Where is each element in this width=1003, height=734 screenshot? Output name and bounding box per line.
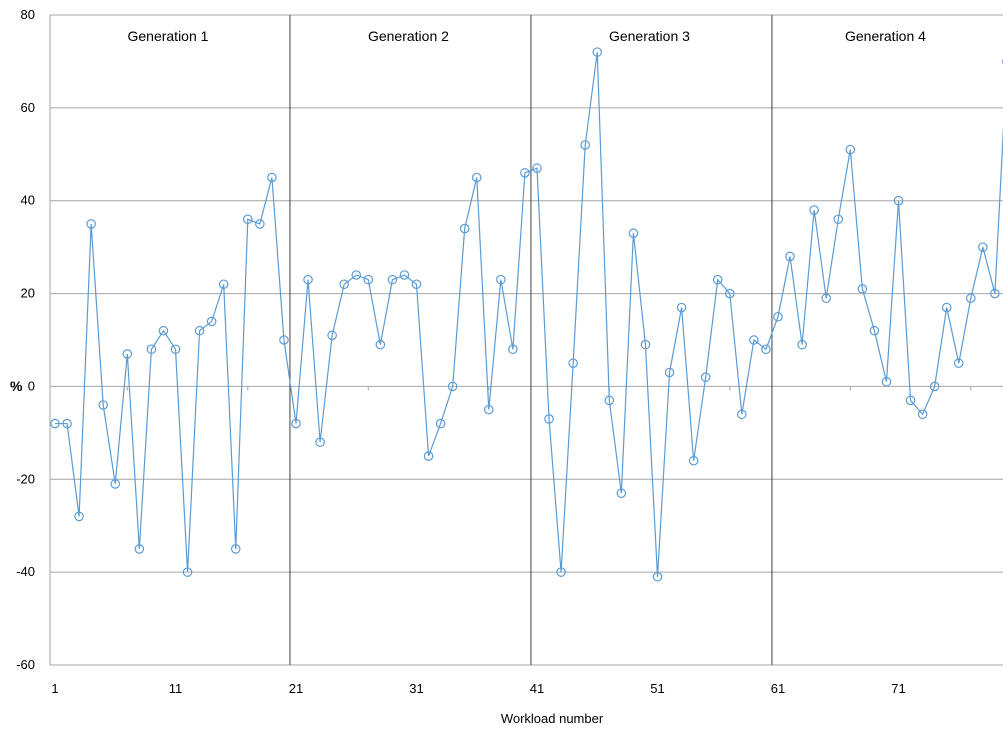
generation-label-3: Generation 3 (609, 28, 690, 44)
y-tick-0: 0 (28, 378, 35, 393)
y-tick--60: -60 (16, 657, 35, 672)
y-tick-labels: 80 60 40 20 0 -20 -40 -60 (16, 7, 35, 672)
x-tick-41: 41 (530, 681, 544, 696)
y-tick-20: 20 (21, 286, 35, 301)
generation-label-1: Generation 1 (127, 28, 208, 44)
generation-dividers (290, 15, 772, 665)
generation-label-2: Generation 2 (368, 28, 449, 44)
generation-label-4: Generation 4 (845, 28, 926, 44)
y-tick--20: -20 (16, 471, 35, 486)
y-tick-40: 40 (21, 193, 35, 208)
x-tick-21: 21 (289, 681, 303, 696)
x-tick-11: 11 (169, 681, 183, 696)
y-tick-60: 60 (21, 100, 35, 115)
x-tick-51: 51 (650, 681, 664, 696)
x-tick-1: 1 (51, 681, 58, 696)
x-tick-31: 31 (409, 681, 423, 696)
y-tick-80: 80 (21, 7, 35, 22)
y-tick--40: -40 (16, 564, 35, 579)
series-line-0 (55, 52, 1003, 577)
grid-lines (50, 15, 1003, 665)
x-tick-71: 71 (891, 681, 905, 696)
data-series (51, 48, 1003, 581)
x-axis-title: Workload number (501, 711, 604, 726)
x-tick-61: 61 (771, 681, 785, 696)
y-axis-title: % (10, 378, 23, 394)
generation-labels: Generation 1 Generation 2 Generation 3 Gene… (127, 28, 926, 44)
